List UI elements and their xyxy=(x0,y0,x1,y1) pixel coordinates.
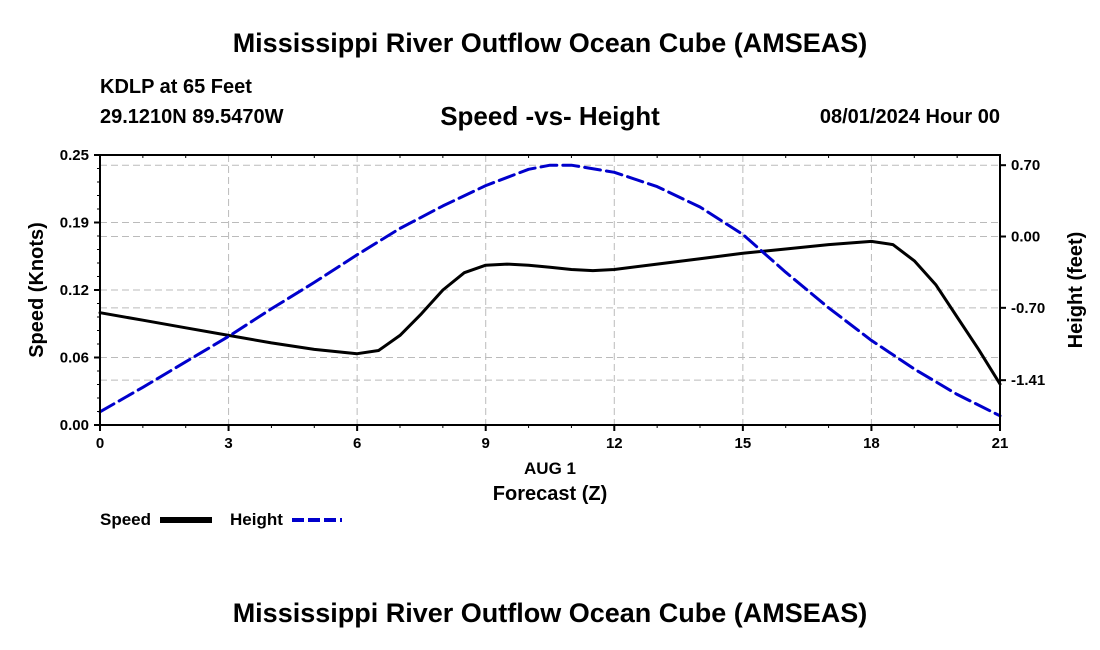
series-line-height xyxy=(98,163,1002,418)
y-tick-label: 0.00 xyxy=(60,417,89,434)
y-tick-label: 0.12 xyxy=(60,282,89,299)
x-tick-label: 0 xyxy=(96,435,104,452)
grid-layer xyxy=(100,155,1000,425)
axis-layer: 0 3 6 9 12 15 18 21 0.00 0.06 0.12 0.19 0.25 0.70 0.00… xyxy=(60,147,1045,452)
x-tick-label: 15 xyxy=(735,435,752,452)
series-line-speed xyxy=(98,239,1002,386)
y2-tick-label: 0.00 xyxy=(1011,229,1040,246)
x-tick-label: 12 xyxy=(606,435,623,452)
y-axis-title: Speed (Knots) xyxy=(26,222,48,358)
series-layer xyxy=(98,163,1002,418)
y-tick-label: 0.06 xyxy=(60,350,89,367)
legend: Speed Height xyxy=(100,510,342,529)
x-tick-label: 6 xyxy=(353,435,361,452)
y2-tick-label: 0.70 xyxy=(1011,157,1040,174)
y-tick-label: 0.19 xyxy=(60,215,89,232)
legend-label-speed: Speed xyxy=(100,510,151,529)
station-label: KDLP at 65 Feet xyxy=(100,76,252,98)
chart-subtitle: Speed -vs- Height xyxy=(440,101,660,131)
x-axis-date-label: AUG 1 xyxy=(524,459,576,478)
y-tick-label: 0.25 xyxy=(60,147,89,164)
forecast-datetime: 08/01/2024 Hour 00 xyxy=(819,106,1000,128)
station-coordinates: 29.1210N 89.5470W xyxy=(100,106,284,128)
x-axis-title: Forecast (Z) xyxy=(493,483,607,505)
chart-title: Mississippi River Outflow Ocean Cube (AM… xyxy=(232,28,868,58)
x-tick-label: 18 xyxy=(863,435,880,452)
y2-tick-label: -0.70 xyxy=(1011,300,1045,317)
y2-tick-label: -1.41 xyxy=(1011,372,1045,389)
footer-title: Mississippi River Outflow Ocean Cube (AM… xyxy=(232,598,868,628)
x-tick-label: 3 xyxy=(224,435,232,452)
legend-label-height: Height xyxy=(230,510,283,529)
x-tick-label: 9 xyxy=(482,435,490,452)
y2-axis-title: Height (feet) xyxy=(1065,232,1087,349)
x-tick-label: 21 xyxy=(992,435,1009,452)
